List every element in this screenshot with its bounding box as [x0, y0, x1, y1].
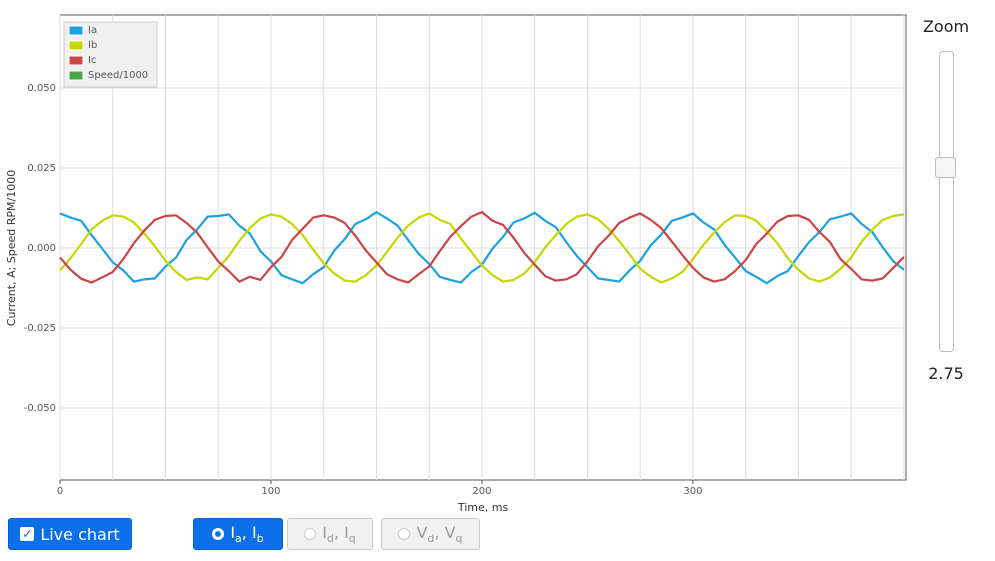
x-tick-label: 300	[683, 486, 702, 497]
radio-button[interactable]: Ia, Ib	[193, 518, 283, 550]
radio-label: Vd, Vq	[416, 523, 462, 545]
legend-label: Ia	[88, 25, 97, 36]
x-tick-label: 0	[57, 486, 63, 497]
x-tick-label: 200	[472, 486, 491, 497]
zoom-value: 2.75	[928, 364, 964, 383]
button-label: Live chart	[40, 524, 120, 544]
y-tick-label: 0.000	[27, 243, 56, 254]
label-text: I	[322, 522, 327, 542]
label-subscript: q	[348, 532, 356, 546]
x-axis-label: Time, ms	[457, 501, 509, 514]
y-axis-label: Current, A; Speed RPM/1000	[5, 170, 18, 326]
y-tick-label: 0.025	[27, 163, 56, 174]
zoom-slider[interactable]	[939, 51, 954, 352]
radio-label: Ia, Ib	[230, 523, 263, 545]
label-subscript: d	[326, 532, 334, 546]
radio-circle[interactable]	[212, 528, 225, 540]
radio-label: Id, Iq	[322, 523, 356, 545]
y-tick-label: 0.050	[27, 83, 56, 94]
label-subscript: q	[455, 532, 463, 546]
y-tick-label: -0.025	[24, 323, 56, 334]
x-tick-label: 100	[261, 486, 280, 497]
label-text: I	[230, 522, 236, 542]
series-line	[59, 212, 905, 284]
label-subscript: b	[256, 532, 264, 546]
label-text: , V	[434, 522, 456, 542]
zoom-thumb[interactable]	[935, 157, 956, 178]
legend-swatch	[68, 55, 84, 66]
y-tick-label: -0.050	[24, 403, 56, 414]
radio-button[interactable]: Vd, Vq	[381, 518, 480, 550]
label-text: , I	[241, 522, 257, 542]
checkbox[interactable]: ✓	[20, 527, 35, 541]
label-subscript: d	[427, 532, 435, 546]
legend-label: Ib	[88, 40, 97, 51]
legend-swatch	[68, 70, 84, 81]
live-chart-button[interactable]: ✓ Live chart	[8, 518, 132, 550]
label-subscript: a	[235, 532, 242, 546]
label-text: , I	[333, 522, 349, 542]
label-text: V	[416, 522, 428, 542]
series-line	[59, 211, 905, 284]
legend-swatch	[68, 40, 84, 51]
legend-label: Ic	[88, 55, 96, 66]
zoom-label: Zoom	[922, 17, 970, 36]
radio-circle[interactable]	[398, 528, 411, 540]
radio-button[interactable]: Id, Iq	[287, 518, 373, 550]
legend-swatch	[68, 25, 84, 36]
legend-label: Speed/1000	[88, 70, 148, 81]
chart: Time, ms Current, A; Speed RPM/1000 -0.0…	[5, 14, 907, 514]
radio-circle[interactable]	[304, 528, 317, 540]
